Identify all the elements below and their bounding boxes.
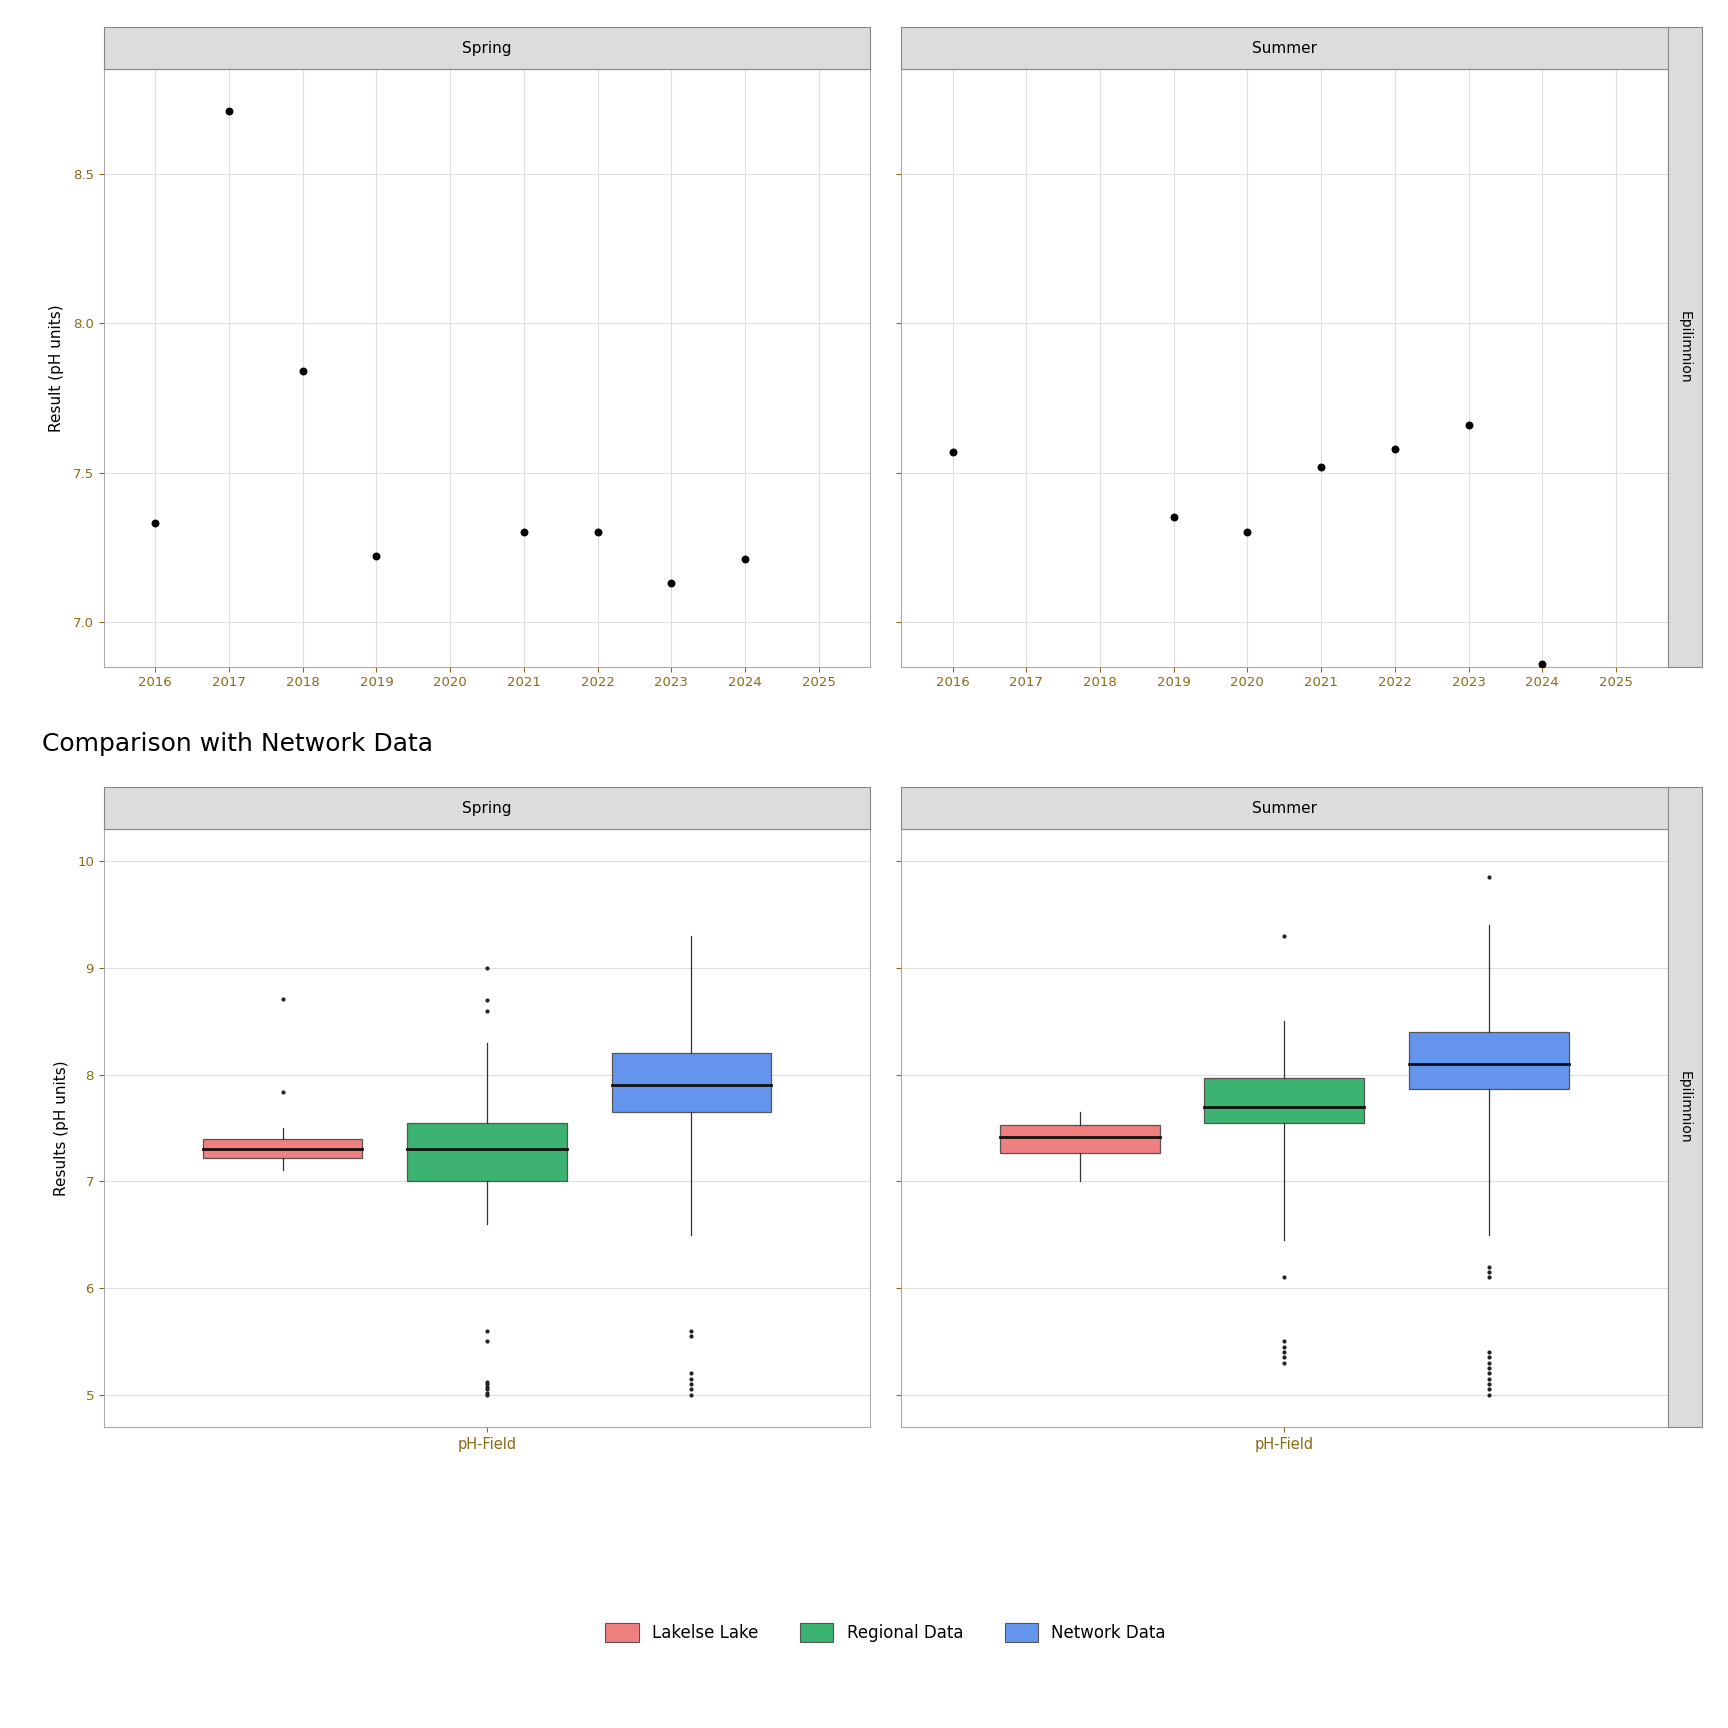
Point (677, 1370, 705, 1398)
Point (1270, 1350, 1298, 1377)
Point (1159, 503, 1187, 530)
Point (677, 1375, 705, 1403)
Point (1474, 1375, 1502, 1403)
Point (1474, 1360, 1502, 1388)
Point (473, 1375, 501, 1403)
Legend: Lakelse Lake, Regional Data, Network Data: Lakelse Lake, Regional Data, Network Dat… (598, 1616, 1173, 1649)
Point (473, 954, 501, 982)
Point (1474, 1344, 1502, 1372)
Point (270, 1078, 297, 1106)
Point (584, 518, 612, 546)
Point (677, 1360, 705, 1388)
Y-axis label: Result (pH units): Result (pH units) (50, 304, 64, 432)
Point (677, 1317, 705, 1344)
Point (677, 1365, 705, 1393)
Point (1013, 719, 1040, 746)
Point (473, 997, 501, 1025)
Point (1270, 923, 1298, 950)
Point (1474, 1381, 1502, 1408)
Point (473, 1327, 501, 1355)
Point (270, 985, 297, 1013)
Point (473, 1379, 501, 1407)
Point (1474, 1350, 1502, 1377)
Point (1528, 650, 1555, 677)
Point (289, 358, 316, 385)
Point (677, 1381, 705, 1408)
Point (1474, 1258, 1502, 1286)
Point (510, 518, 537, 546)
Point (1234, 518, 1261, 546)
Bar (1408, 1032, 1569, 1089)
Point (1270, 1263, 1298, 1291)
Point (657, 569, 684, 596)
Point (1270, 1344, 1298, 1372)
Point (473, 1374, 501, 1401)
Point (1455, 411, 1483, 439)
Point (1474, 1355, 1502, 1382)
Bar (612, 1054, 771, 1113)
Point (473, 1317, 501, 1344)
Y-axis label: Results (pH units): Results (pH units) (54, 1061, 69, 1196)
Bar (202, 1139, 363, 1158)
Point (1381, 435, 1408, 463)
Bar (408, 1123, 567, 1182)
Point (473, 1381, 501, 1408)
Point (142, 510, 169, 537)
Point (216, 97, 244, 124)
Point (1474, 1337, 1502, 1365)
Point (677, 1322, 705, 1350)
Point (1474, 1370, 1502, 1398)
Point (1270, 1332, 1298, 1360)
Bar (1001, 1125, 1159, 1153)
Point (938, 437, 966, 465)
Point (1474, 1253, 1502, 1280)
Point (473, 1369, 501, 1396)
Point (473, 987, 501, 1014)
Point (363, 543, 391, 570)
Point (731, 546, 759, 574)
Point (1270, 1327, 1298, 1355)
Text: Comparison with Network Data: Comparison with Network Data (43, 733, 434, 757)
Point (1308, 453, 1336, 480)
Point (1474, 1365, 1502, 1393)
Point (1474, 864, 1502, 892)
Point (473, 1370, 501, 1398)
Point (1474, 1263, 1502, 1291)
Bar (1204, 1078, 1363, 1123)
Point (1270, 1337, 1298, 1365)
